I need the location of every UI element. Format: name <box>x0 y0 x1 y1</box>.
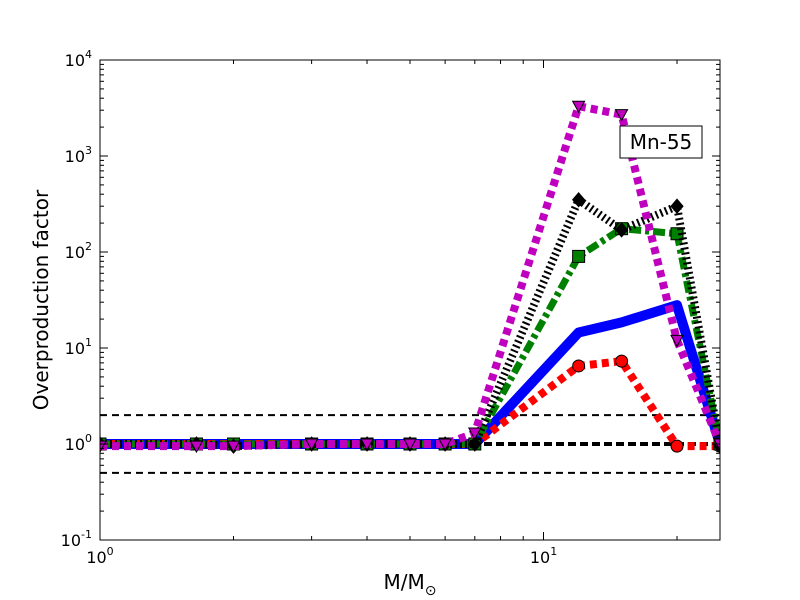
y-tick-label-exp: 0 <box>85 432 92 445</box>
y-tick-label-base: 10 <box>65 51 85 70</box>
y-tick-label-exp: -1 <box>81 528 92 541</box>
y-tick-label: 10-1 <box>61 528 92 550</box>
series-line <box>100 102 720 451</box>
series-marker <box>304 438 319 452</box>
series-marker <box>571 100 586 114</box>
y-tick-label-exp: 3 <box>85 144 92 157</box>
series-marker <box>614 109 629 122</box>
x-tick-label: 100 <box>86 545 113 567</box>
series-marker <box>189 440 204 454</box>
series-marker <box>226 440 241 454</box>
y-tick-label-base: 10 <box>65 147 85 166</box>
x-axis-label-sub: ⊙ <box>425 583 437 599</box>
y-tick-label-base: 10 <box>65 243 85 262</box>
plot-frame <box>99 59 721 541</box>
x-tick-label: 101 <box>530 545 557 567</box>
x-tick-label-base: 10 <box>530 548 550 567</box>
y-tick-label-exp: 4 <box>85 48 92 61</box>
x-tick-label-base: 10 <box>86 548 106 567</box>
y-tick-label-exp: 2 <box>85 240 92 253</box>
series-marker <box>670 334 684 348</box>
series-marker <box>403 438 417 452</box>
series-marker <box>438 438 452 452</box>
series-marker <box>571 192 586 208</box>
y-axis-label: Overproduction factor <box>29 189 53 410</box>
annotation-label: Mn-55 <box>630 130 693 154</box>
series-marker <box>572 249 586 263</box>
series-marker <box>468 436 482 452</box>
annotation-frame <box>619 125 703 159</box>
x-axis-label: M/M⊙ <box>384 570 437 599</box>
y-tick-label: 103 <box>65 144 92 166</box>
y-tick-label-base: 10 <box>65 435 85 454</box>
series-marker <box>467 427 482 441</box>
annotation-box: Mn-55 <box>619 125 703 159</box>
x-tick-label-exp: 1 <box>550 545 557 558</box>
y-tick-label-base: 10 <box>65 339 85 358</box>
series-marker <box>360 438 374 452</box>
y-tick-label: 101 <box>65 336 92 358</box>
y-tick-label-base: 10 <box>61 531 81 550</box>
x-tick-label-exp: 0 <box>107 545 114 558</box>
x-axis-label-main: M/M <box>384 570 425 594</box>
series-marker <box>615 354 629 368</box>
y-tick-label-exp: 1 <box>85 336 92 349</box>
series-marker <box>614 222 629 238</box>
y-tick-label: 100 <box>65 432 92 454</box>
series-marker <box>670 198 684 214</box>
y-tick-label: 104 <box>65 48 92 70</box>
series-4 <box>100 100 720 454</box>
series-marker <box>670 439 684 453</box>
series-marker <box>572 359 586 373</box>
y-tick-label: 102 <box>65 240 92 262</box>
